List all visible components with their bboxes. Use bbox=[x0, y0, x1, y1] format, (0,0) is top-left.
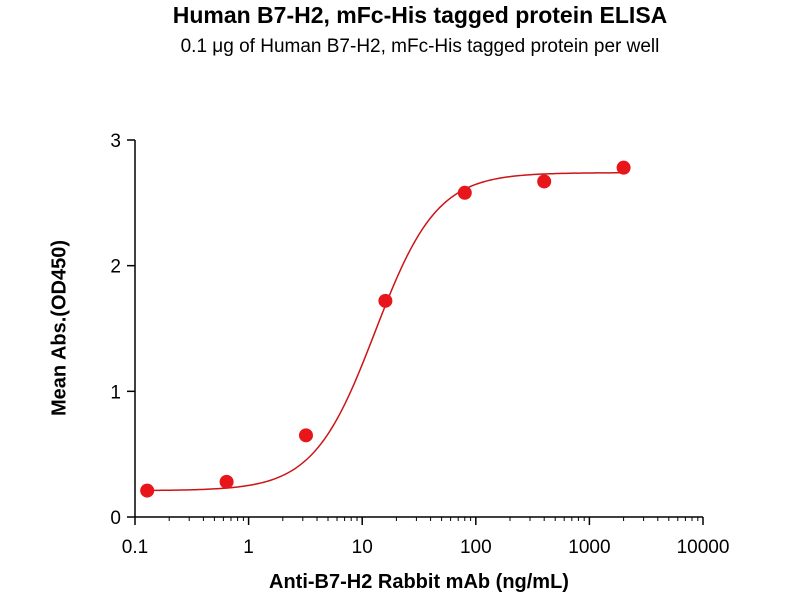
y-tick-label-2: 2 bbox=[110, 257, 121, 278]
x-axis-label: Anti-B7-H2 Rabbit mAb (ng/mL) bbox=[269, 571, 569, 593]
x-tick-label-2: 10 bbox=[352, 537, 373, 558]
x-tick-label-4: 1000 bbox=[568, 537, 610, 558]
y-tick-label-0: 0 bbox=[110, 508, 121, 529]
data-point-5 bbox=[537, 174, 552, 189]
x-tick-label-0: 0.1 bbox=[122, 537, 148, 558]
fit-curve bbox=[147, 172, 624, 492]
data-point-1 bbox=[219, 474, 234, 489]
data-point-6 bbox=[616, 160, 631, 175]
data-point-0 bbox=[140, 483, 155, 498]
y-axis-label: Mean Abs.(OD450) bbox=[48, 240, 71, 416]
chart-title: Human B7-H2, mFc-His tagged protein ELIS… bbox=[172, 2, 668, 28]
data-point-2 bbox=[298, 428, 313, 443]
y-tick-label-1: 1 bbox=[110, 382, 121, 403]
x-tick-label-1: 1 bbox=[243, 537, 254, 558]
data-point-4 bbox=[457, 185, 472, 200]
y-tick-label-3: 3 bbox=[110, 131, 121, 152]
chart-subtitle: 0.1 μg of Human B7-H2, mFc-His tagged pr… bbox=[180, 36, 660, 57]
x-tick-label-3: 100 bbox=[460, 537, 492, 558]
data-point-3 bbox=[378, 293, 393, 308]
x-tick-label-5: 10000 bbox=[677, 537, 730, 558]
